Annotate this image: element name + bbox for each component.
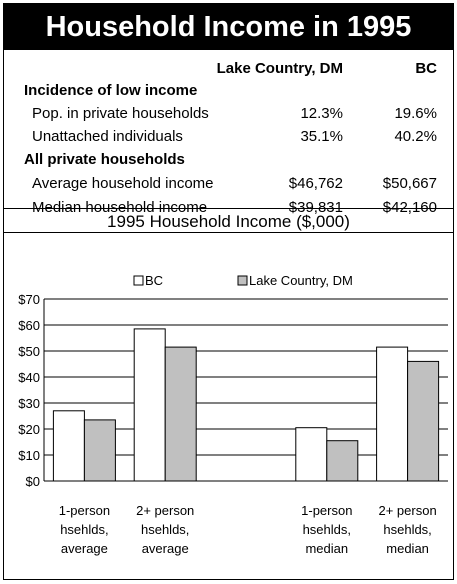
x-tick-label: hsehlds, <box>60 522 108 537</box>
y-tick-label: $0 <box>26 474 40 489</box>
bar-lake-country-dm <box>83 419 116 482</box>
table-row: Pop. in private households 12.3% 19.6% <box>4 103 453 125</box>
section-heading-low-income: Incidence of low income <box>24 82 198 99</box>
legend-swatch <box>237 275 248 286</box>
column-header-lake-country: Lake Country, DM <box>216 60 343 77</box>
table-row: Unattached individuals 35.1% 40.2% <box>4 126 453 148</box>
x-tick-label: median <box>386 541 429 556</box>
row-value-lake: 12.3% <box>300 105 343 122</box>
page-title: Household Income in 1995 <box>4 4 453 50</box>
x-tick-label: average <box>61 541 108 556</box>
section-heading-all-households: All private households <box>24 151 185 168</box>
y-tick-label: $50 <box>18 344 40 359</box>
y-tick-label: $30 <box>18 396 40 411</box>
bar-lake-country-dm <box>407 360 440 482</box>
bar-chart: $0 $10 $20 $30 $40 $50 $60 $70 1-person hsehlds, a… <box>18 273 448 556</box>
section-divider <box>4 208 453 209</box>
y-tick-label: $70 <box>18 292 40 307</box>
row-value-lake: $46,762 <box>288 175 343 192</box>
bar-bc <box>295 427 328 482</box>
bar-lake-country-dm <box>326 440 359 482</box>
chart-title: 1995 Household Income ($,000) <box>107 212 350 231</box>
bar-bc <box>376 346 409 482</box>
bar-bc <box>52 410 85 482</box>
row-label: Average household income <box>32 175 214 192</box>
legend-swatch <box>133 275 144 286</box>
y-tick-label: $20 <box>18 422 40 437</box>
report-panel: Household Income in 1995 Lake Country, D… <box>3 3 454 580</box>
x-tick-label: hsehlds, <box>303 522 351 537</box>
y-tick-label: $10 <box>18 448 40 463</box>
x-tick-label: 2+ person <box>379 503 437 518</box>
row-value-bc: 40.2% <box>394 128 437 145</box>
table-header-row: Lake Country, DM BC <box>4 58 453 80</box>
legend-label: Lake Country, DM <box>249 273 353 288</box>
row-label: Median household income <box>32 199 208 216</box>
row-value-bc: $50,667 <box>382 175 437 192</box>
section-heading-row: Incidence of low income <box>4 80 453 102</box>
table-row: Median household income $39,831 $42,160 <box>4 197 453 219</box>
row-label: Unattached individuals <box>32 128 183 145</box>
x-tick-label: hsehlds, <box>141 522 189 537</box>
bar-lake-country-dm <box>164 346 197 482</box>
x-tick-label: 1-person <box>59 503 110 518</box>
y-tick-label: $60 <box>18 318 40 333</box>
row-label: Pop. in private households <box>32 105 209 122</box>
row-value-lake: 35.1% <box>300 128 343 145</box>
x-tick-label: 1-person <box>301 503 352 518</box>
x-tick-label: 2+ person <box>136 503 194 518</box>
x-tick-label: average <box>142 541 189 556</box>
row-value-bc: 19.6% <box>394 105 437 122</box>
x-tick-label: hsehlds, <box>383 522 431 537</box>
column-header-bc: BC <box>415 60 437 77</box>
legend-label: BC <box>145 273 163 288</box>
y-tick-label: $40 <box>18 370 40 385</box>
bar-bc <box>133 328 166 482</box>
row-value-bc: $42,160 <box>382 199 437 216</box>
table-row: Average household income $46,762 $50,667 <box>4 173 453 195</box>
section-heading-row: All private households <box>4 149 453 171</box>
row-value-lake: $39,831 <box>288 199 343 216</box>
x-tick-label: median <box>305 541 348 556</box>
chart-area: $0 $10 $20 $30 $40 $50 $60 $70 1-person hsehlds, a… <box>3 232 454 580</box>
